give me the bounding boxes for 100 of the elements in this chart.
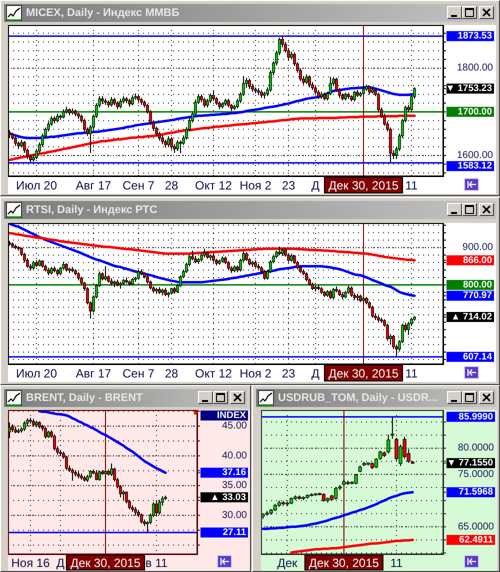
candlestick (386, 434, 390, 454)
y-tick-label: 900.00 (462, 242, 494, 254)
candlestick (371, 305, 374, 318)
text: INDEX (216, 410, 247, 421)
y-tick-label: 40.00 (222, 450, 248, 462)
x-tick-label: Д (311, 366, 320, 380)
line-series (8, 232, 416, 262)
candlestick (362, 84, 365, 96)
candlestick (62, 108, 65, 119)
x-tick-label: Июл 20 (16, 178, 58, 192)
candlestick (110, 463, 113, 477)
candlestick (14, 136, 17, 146)
candlestick (137, 270, 140, 280)
x-tick-label: 28 (164, 178, 178, 192)
candlestick (350, 286, 353, 298)
ref-line-label: 1873.53 (458, 30, 492, 42)
candlestick (248, 78, 251, 90)
candlestick (332, 287, 335, 300)
x-tick-label: Сен 7 (122, 366, 155, 380)
y-tick-label: 30.00 (222, 510, 248, 521)
candlestick (44, 426, 47, 440)
candlestick (170, 136, 173, 150)
x-tick-label: Окт 12 (195, 178, 232, 192)
y-tick-label: ▼ 1753.23 (446, 83, 492, 94)
candlestick (110, 96, 113, 108)
x-tick-label: в 11 (145, 556, 168, 570)
x-tick-label: Дек (277, 556, 298, 570)
y-tick-label: 62.4911 (459, 534, 494, 546)
ref-line-label: 27.11 (222, 527, 247, 538)
candlestick (263, 270, 266, 280)
candlestick (119, 98, 122, 109)
candlestick (209, 93, 212, 104)
x-tick-label: 11 (405, 178, 418, 192)
y-tick-label: 770.97 (462, 290, 492, 302)
x-tick-label: 23 (282, 366, 296, 380)
candlestick (98, 470, 101, 482)
candlestick (203, 97, 206, 108)
candlestick (308, 74, 311, 88)
ref-line-label: 85.9990 (458, 411, 493, 422)
x-tick-label: 28 (164, 366, 178, 380)
x-tick-label: 11 (405, 366, 418, 380)
x-tick-label: Ноя 2 (240, 178, 272, 192)
candlestick (407, 322, 410, 336)
candlestick (65, 455, 68, 471)
x-tick-label: Дек 30, 2015 (328, 178, 399, 192)
candlestick (53, 434, 56, 451)
y-tick-label: 80.0000 (458, 442, 494, 454)
x-tick-label: 23 (282, 178, 296, 192)
candlestick (158, 499, 161, 516)
x-tick-label: Авг 17 (76, 178, 112, 192)
y-tick-label: 1800.00 (456, 62, 494, 74)
chart-title: USDRUB_TOM, Daily - USDR... (278, 391, 438, 406)
y-tick-label: 45.00 (222, 420, 248, 432)
candlestick (176, 140, 179, 152)
candlestick (131, 94, 134, 106)
ref-line-label: 800.00 (462, 279, 492, 290)
candlestick (155, 500, 158, 518)
line-series (8, 223, 416, 297)
chart-title: RTSI, Daily - Индекс РТС (26, 203, 158, 218)
candlestick (386, 323, 389, 342)
line-series (290, 538, 414, 554)
chart-title: MICEX, Daily - Индекс ММВБ (26, 6, 180, 21)
candlestick (354, 473, 358, 485)
y-tick-label: 1600.00 (456, 150, 494, 161)
y-tick-label: ▲ 714.02 (450, 311, 492, 322)
candlestick (167, 136, 170, 148)
candlestick (104, 266, 107, 281)
ref-line-label: 607.14 (462, 351, 493, 362)
ref-line-label: 1700.00 (458, 106, 492, 118)
x-tick-label: Авг 17 (76, 366, 112, 380)
line-series (262, 490, 414, 530)
y-tick-label: 71.5968 (458, 486, 493, 498)
candlestick (122, 490, 125, 500)
candlestick (374, 458, 378, 469)
y-tick-label: 75.0000 (458, 468, 494, 480)
x-tick-label: Дек 30, 2015 (70, 556, 141, 570)
x-tick-label: Дек 30, 2015 (328, 366, 399, 380)
candlestick (305, 74, 308, 84)
chart-title: BRENT, Daily - BRENT (26, 391, 143, 406)
x-tick-label: Сен 7 (122, 178, 155, 192)
y-tick-label: ▼ 77.1550 (446, 458, 493, 469)
candlestick (334, 486, 338, 500)
y-tick-label: ▲ 33.03 (210, 492, 246, 503)
x-tick-label: Д (56, 556, 65, 570)
candlestick (83, 118, 86, 132)
x-tick-label: 11 (390, 556, 404, 570)
x-tick-label: Ноя 2 (240, 366, 272, 380)
x-tick-label: Окт 12 (195, 366, 232, 380)
x-tick-label: Дек 30, 2015 (308, 556, 380, 570)
candlestick (353, 90, 356, 102)
y-tick-label: 65.0000 (458, 521, 494, 532)
candlestick (71, 468, 74, 482)
ref-line-label: 1583.12 (458, 160, 492, 172)
y-tick-label: 37.16 (222, 467, 246, 478)
x-tick-label: Д (311, 178, 320, 192)
candlestick (140, 513, 143, 524)
line-series (38, 410, 167, 474)
y-tick-label: 866.00 (462, 254, 492, 266)
y-tick-label: 35.00 (222, 480, 248, 492)
candlestick (191, 250, 194, 261)
